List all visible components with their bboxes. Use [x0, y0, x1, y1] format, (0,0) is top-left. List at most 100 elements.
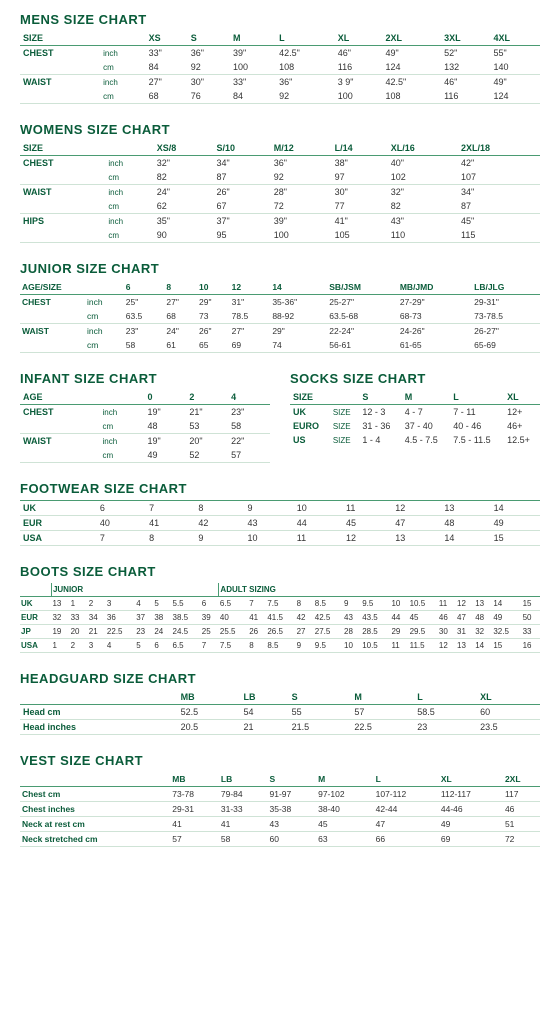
table-cell: 8 [195, 501, 244, 516]
table-row: Chest inches29-3131-3335-3838-4042-4444-… [20, 802, 540, 817]
table-cell: 38-40 [316, 802, 374, 817]
table-cell: 116 [441, 89, 490, 104]
socks-table: SIZE S M L XL UKSIZE12 - 34 - 77 - 1112+… [290, 390, 540, 447]
table-cell: 29-31 [170, 802, 219, 817]
table-cell: 67 [213, 199, 270, 214]
row-label: CHEST [20, 46, 100, 61]
table-cell: 29" [270, 324, 327, 339]
table-cell: 8 [296, 597, 314, 611]
table-cell: 7 - 11 [450, 405, 504, 420]
table-cell: 13 [474, 597, 492, 611]
table-cell: 33" [146, 46, 188, 61]
table-cell: 9 [195, 531, 244, 546]
table-cell: 84 [146, 60, 188, 75]
table-cell: 49 [492, 611, 521, 625]
table-cell: 6 [97, 501, 146, 516]
table-cell: 69 [230, 338, 271, 353]
table-cell: 9 [296, 639, 314, 653]
table-cell: 43 [245, 516, 294, 531]
table-cell: 40" [388, 156, 458, 171]
table-cell: 49 [144, 448, 186, 463]
table-cell: 60 [477, 705, 540, 720]
table-cell: 12+ [504, 405, 540, 420]
table-cell: 26 [248, 625, 266, 639]
boots-junior-head: JUNIOR [51, 583, 218, 597]
table-row: USSIZE1 - 44.5 - 7.57.5 - 11.512.5+ [290, 433, 540, 447]
table-cell: 10 [343, 639, 361, 653]
table-cell: 105 [332, 228, 388, 243]
table-row: WAISTinch23"24"26"27"29"22-24"24-26"26-2… [20, 324, 540, 339]
table-cell: 41 [248, 611, 266, 625]
boots-adult-head: ADULT SIZING [219, 583, 540, 597]
table-cell: 41 [170, 817, 219, 832]
table-cell: 87 [213, 170, 270, 185]
table-cell: 74 [270, 338, 327, 353]
womens-table: SIZE XS/8 S/10 M/12 L/14 XL/16 2XL/18 CH… [20, 141, 540, 243]
table-cell: 100 [271, 228, 332, 243]
table-cell: 24-26" [398, 324, 472, 339]
table-cell: 32 [51, 611, 69, 625]
table-cell: 3 [88, 639, 106, 653]
table-cell: 92 [276, 89, 335, 104]
table-cell: 102 [388, 170, 458, 185]
table-cell: 26.5 [266, 625, 295, 639]
table-cell: 65 [197, 338, 230, 353]
row-label: UK [20, 501, 97, 516]
table-cell: 35-38 [267, 802, 316, 817]
vest-table: MB LB S M L XL 2XL Chest cm73-7879-8491-… [20, 772, 540, 847]
table-cell: 36" [188, 46, 230, 61]
table-row: EUR32333436373838.539404141.54242.54343.… [20, 611, 540, 625]
table-cell: 14 [474, 639, 492, 653]
table-cell: 42" [458, 156, 540, 171]
table-cell: 8 [146, 531, 195, 546]
table-cell: 7 [248, 597, 266, 611]
table-row: CHESTinch19"21"23" [20, 405, 270, 420]
footwear-title: FOOTWEAR SIZE CHART [20, 481, 540, 496]
table-cell: 43.5 [361, 611, 390, 625]
table-cell: 35-36" [270, 295, 327, 310]
row-sublabel: SIZE [330, 433, 360, 447]
row-label: UK [290, 405, 330, 420]
table-cell: 72 [503, 832, 540, 847]
table-cell: 58.5 [414, 705, 477, 720]
table-cell: 26" [197, 324, 230, 339]
table-row: cm586165697456-6161-6565-69 [20, 338, 540, 353]
table-cell: 45 [343, 516, 392, 531]
table-cell: 12 [343, 531, 392, 546]
table-cell: 43 [267, 817, 316, 832]
row-sublabel: cm [105, 199, 153, 214]
table-cell: 95 [213, 228, 270, 243]
table-row: EUR404142434445474849 [20, 516, 540, 531]
table-cell: 12.5+ [504, 433, 540, 447]
socks-title: SOCKS SIZE CHART [290, 371, 540, 386]
table-row: cm626772778287 [20, 199, 540, 214]
mens-title: MENS SIZE CHART [20, 12, 540, 27]
table-row: cm8492100108116124132140 [20, 60, 540, 75]
row-sublabel: inch [99, 434, 144, 449]
table-cell: 7.5 [266, 597, 295, 611]
table-cell: 55" [491, 46, 540, 61]
table-cell: 46+ [504, 419, 540, 433]
footwear-size-chart: FOOTWEAR SIZE CHART UK67891011121314EUR4… [20, 481, 540, 546]
table-cell: 34" [213, 156, 270, 171]
table-cell: 42.5" [276, 46, 335, 61]
table-cell: 5 [153, 597, 171, 611]
table-cell: 140 [491, 60, 540, 75]
table-cell: 16 [522, 639, 540, 653]
table-cell: 46" [441, 75, 490, 90]
table-cell: 1 - 4 [359, 433, 401, 447]
table-cell: 132 [441, 60, 490, 75]
table-row: CHESTinch33"36"39"42.5"46"49"52"55" [20, 46, 540, 61]
row-sublabel: inch [105, 214, 153, 229]
table-cell: 7 [146, 501, 195, 516]
table-cell: 42.5" [382, 75, 441, 90]
table-cell: 68 [164, 309, 197, 324]
table-cell: 58 [124, 338, 165, 353]
table-cell: 69 [439, 832, 503, 847]
table-cell: 92 [188, 60, 230, 75]
table-cell: 60 [267, 832, 316, 847]
table-cell: 49" [382, 46, 441, 61]
table-cell: 26-27" [472, 324, 540, 339]
vest-size-chart: VEST SIZE CHART MB LB S M L XL 2XL Chest… [20, 753, 540, 847]
table-cell: 48 [441, 516, 490, 531]
